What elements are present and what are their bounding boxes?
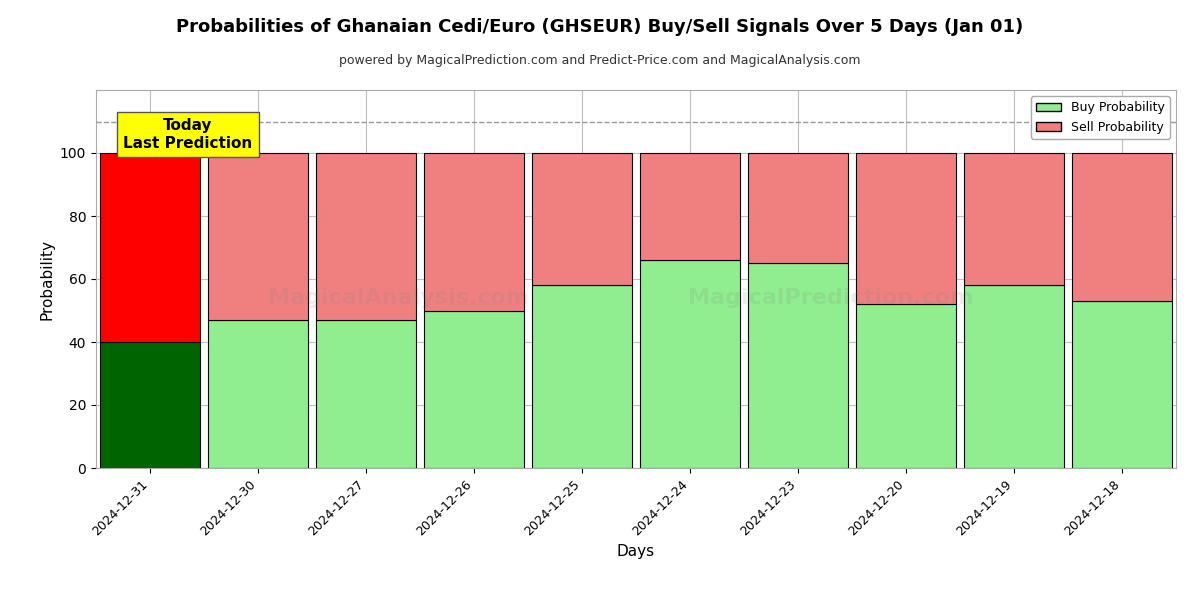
Bar [208,320,308,468]
Bar [640,260,740,468]
Bar [856,153,956,304]
Bar [208,153,308,320]
Bar [532,153,632,286]
Bar [856,304,956,468]
Bar [1072,301,1172,468]
Bar [640,153,740,260]
Bar [424,311,524,468]
Bar [424,153,524,311]
Bar [316,320,416,468]
Bar [1072,153,1172,301]
Y-axis label: Probability: Probability [40,238,54,319]
Bar [316,153,416,320]
Bar [100,342,200,468]
Bar [748,153,848,263]
Bar [964,153,1064,286]
Bar [100,153,200,342]
X-axis label: Days: Days [617,544,655,559]
Bar [532,286,632,468]
Text: powered by MagicalPrediction.com and Predict-Price.com and MagicalAnalysis.com: powered by MagicalPrediction.com and Pre… [340,54,860,67]
Text: Probabilities of Ghanaian Cedi/Euro (GHSEUR) Buy/Sell Signals Over 5 Days (Jan 0: Probabilities of Ghanaian Cedi/Euro (GHS… [176,18,1024,36]
Text: Today
Last Prediction: Today Last Prediction [124,118,252,151]
Text: MagicalPrediction.com: MagicalPrediction.com [688,288,973,308]
Bar [748,263,848,468]
Bar [964,286,1064,468]
Text: MagicalAnalysis.com: MagicalAnalysis.com [268,288,529,308]
Legend: Buy Probability, Sell Probability: Buy Probability, Sell Probability [1031,96,1170,139]
